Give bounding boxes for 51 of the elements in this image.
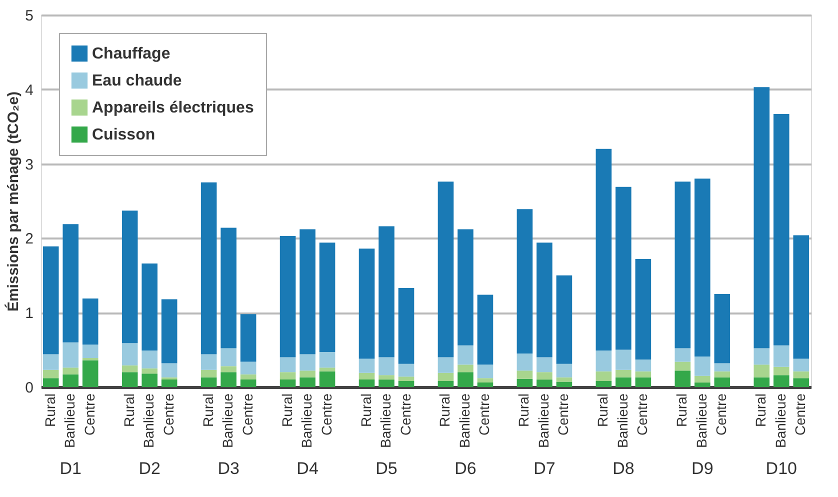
- text: D4: [296, 459, 318, 478]
- x-tick-label: Banlieue: [614, 393, 630, 448]
- x-tick-label: Banlieue: [140, 393, 157, 448]
- x-tick-label: Banlieue: [378, 393, 394, 448]
- x-tick-label: Centre: [476, 393, 492, 436]
- x-tick-label: Banlieue: [693, 393, 710, 448]
- y-tick-label: 4: [25, 82, 34, 99]
- y-tick-label: 0: [25, 380, 34, 396]
- x-tick-label: Rural: [674, 394, 690, 427]
- text: D6: [454, 459, 476, 478]
- x-tick-label: Banlieue: [535, 393, 552, 448]
- x-tick-label: Centre: [634, 393, 650, 436]
- x-tick-label: Centre: [555, 393, 572, 436]
- text: D9: [692, 459, 714, 478]
- x-tick-label: Rural: [516, 394, 532, 427]
- x-tick-label: Rural: [752, 394, 769, 427]
- x-tick-label: Banlieue: [772, 393, 788, 448]
- x-tick-label: Centre: [792, 393, 808, 436]
- x-tick-label: Banlieue: [62, 393, 78, 448]
- text: D3: [218, 459, 240, 478]
- x-tick-label: Centre: [239, 393, 256, 436]
- x-tick-label: Rural: [594, 394, 611, 427]
- legend-label: Eau chaude: [92, 72, 182, 90]
- x-tick-label: Rural: [120, 394, 137, 427]
- x-tick-label: Rural: [436, 394, 453, 427]
- legend-label: Appareils électriques: [92, 100, 254, 116]
- y-tick-label: 3: [25, 156, 34, 174]
- x-tick-label: Banlieue: [298, 393, 315, 448]
- x-tick-label: Rural: [200, 394, 216, 427]
- x-tick-label: Centre: [160, 393, 176, 436]
- y-tick-label: 2: [25, 230, 34, 248]
- text: D1: [60, 459, 82, 478]
- x-tick-label: Rural: [278, 394, 295, 427]
- x-tick-label: Centre: [713, 393, 730, 436]
- text: D2: [138, 459, 160, 478]
- x-tick-label: Centre: [318, 393, 334, 436]
- x-tick-label: Banlieue: [456, 393, 472, 448]
- x-tick-label: Rural: [42, 394, 58, 427]
- x-tick-label: Rural: [358, 394, 374, 427]
- legend-label: Chauffage: [92, 46, 170, 62]
- text: D10: [766, 459, 797, 478]
- y-axis-title: Émissions par ménage (tCO₂e): [4, 91, 22, 312]
- y-tick-label: 1: [25, 305, 34, 322]
- x-tick-label: Banlieue: [220, 393, 236, 448]
- x-tick-label: Centre: [397, 393, 414, 436]
- text: D7: [534, 459, 556, 478]
- x-tick-label: Centre: [81, 393, 98, 436]
- y-tick-label: 5: [25, 8, 34, 24]
- text: D5: [376, 459, 398, 478]
- text: D8: [612, 459, 634, 478]
- legend-label: Cuisson: [92, 126, 156, 144]
